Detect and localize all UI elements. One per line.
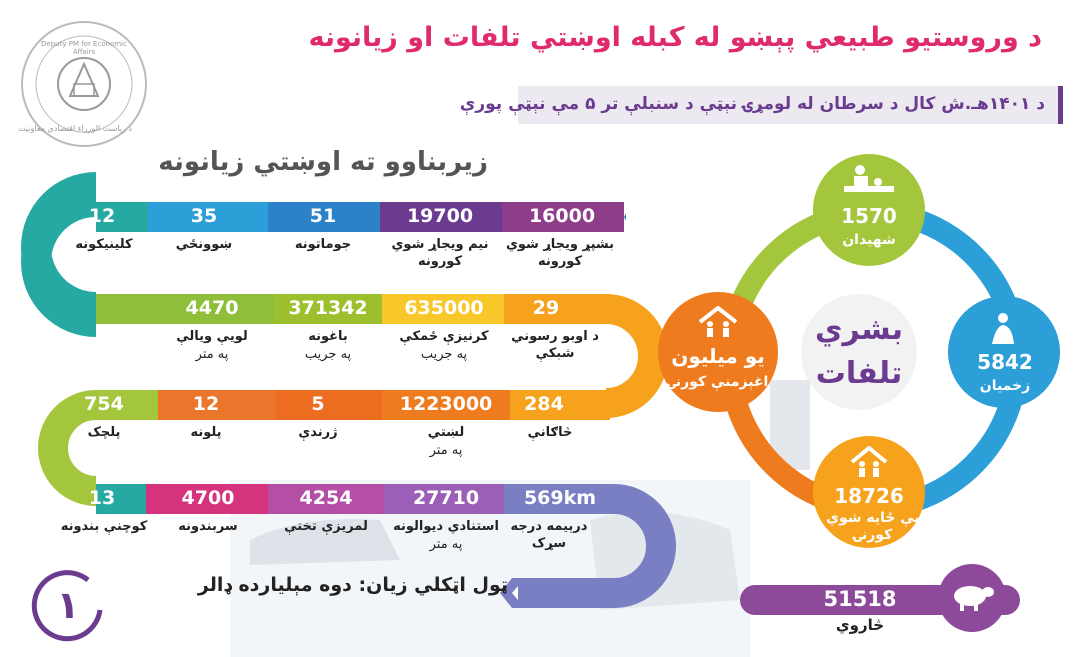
infra-value: 569km [523, 487, 597, 509]
infra-label: د اوبو رسوني شبکې [511, 329, 599, 361]
infra-label: کرنيزې ځمکې [399, 329, 489, 344]
livestock-label: څاروي [835, 616, 885, 634]
infra-unit: په متر [429, 443, 463, 458]
infra-value: 13 [88, 487, 116, 509]
infra-label: کوچنې بندونه [60, 519, 148, 534]
family-house-icon [850, 445, 888, 478]
massage-person-icon [838, 164, 900, 194]
displaced-value: 18726 [834, 484, 904, 508]
injured-person-icon [986, 312, 1020, 346]
infra-label: لويې ويالې [176, 329, 248, 344]
infra-label: پلونه [190, 425, 222, 440]
infra-label: لمريزې تختې [284, 519, 368, 534]
infra-label: باغونه [308, 329, 348, 344]
infra-value: 4254 [299, 487, 353, 509]
infra-value: 19700 [406, 205, 474, 227]
infra-label: ژرندې [298, 425, 338, 440]
infra-label: کلينيکونه [75, 237, 133, 252]
human-loss-ring [658, 154, 1060, 548]
page-title: د وروستيو طبيعي پېښو له کبله اوښتي تلفات… [308, 22, 1042, 53]
infra-value: 35 [190, 205, 218, 227]
infra-label: درېيمه درجه سړک [510, 519, 588, 551]
infra-label: سربندونه [178, 519, 238, 534]
infra-value: 4470 [185, 297, 239, 319]
infra-value: 4700 [181, 487, 235, 509]
infra-label: څاګانې [527, 425, 573, 440]
logo-text-top: Deputy PM for Economic Affairs [41, 40, 127, 56]
infrastructure-title: زيربناوو ته اوښتي زيانونه [158, 147, 488, 177]
infra-value: 371342 [288, 297, 368, 319]
infra-value: 12 [88, 205, 116, 227]
injured-label: زخميان [979, 378, 1031, 394]
infra-value: 1223000 [399, 393, 493, 415]
infra-label: استنادي ديوالونه [393, 519, 499, 534]
page-number: ۱ [56, 583, 80, 627]
affected-label: اغېزمنې کورنۍ [667, 374, 769, 390]
page-number-badge [31, 570, 103, 642]
infra-label: ښوونځي [175, 237, 233, 252]
infra-value: 754 [84, 393, 124, 415]
infra-label: جوماتونه [294, 237, 352, 252]
injured-value: 5842 [977, 350, 1033, 374]
family-house-icon [698, 305, 738, 338]
infra-value: 29 [532, 297, 560, 319]
human-loss-center-title: بشري تلفات [815, 312, 903, 391]
displaced-label: بې ځايه شوي کورنۍ [826, 510, 920, 543]
infra-value: 51 [309, 205, 337, 227]
infra-unit: په جريب [420, 347, 468, 362]
subtitle-bar [518, 86, 1063, 124]
infra-label: پلچک [87, 425, 121, 440]
sheep-icon [950, 582, 994, 612]
martyrs-label: شهيدان [842, 232, 896, 248]
affected-value: يو ميليون [671, 344, 765, 368]
infra-value: 12 [192, 393, 220, 415]
infra-value: 284 [524, 393, 564, 415]
infrastructure-road [21, 172, 676, 608]
government-seal-logo [21, 21, 147, 147]
infra-unit: په متر [429, 537, 463, 552]
infra-unit: په متر [195, 347, 229, 362]
infra-value: 5 [311, 393, 325, 415]
livestock-value: 51518 [823, 587, 897, 611]
infra-unit: په جريب [304, 347, 352, 362]
logo-text-bottom: د ریاست الوزراء اقتصادي معاونیت [18, 124, 132, 133]
infra-label: لښتي [427, 425, 465, 440]
infra-value: 27710 [412, 487, 480, 509]
total-damage-text: ټول اټکلي زيان: دوه مېلیارده ډالر [197, 574, 508, 596]
infra-label: بشپړ ويجاړ شوي کورونه [505, 237, 615, 269]
infra-value: 635000 [404, 297, 484, 319]
martyrs-value: 1570 [841, 204, 897, 228]
infra-label: نيم ويجاړ شوي کورونه [391, 237, 489, 269]
page-subtitle: د ۱۴۰۱هـ.ش کال د سرطان له لومړۍ نېټې د س… [459, 94, 1045, 114]
infra-value: 16000 [528, 205, 596, 227]
